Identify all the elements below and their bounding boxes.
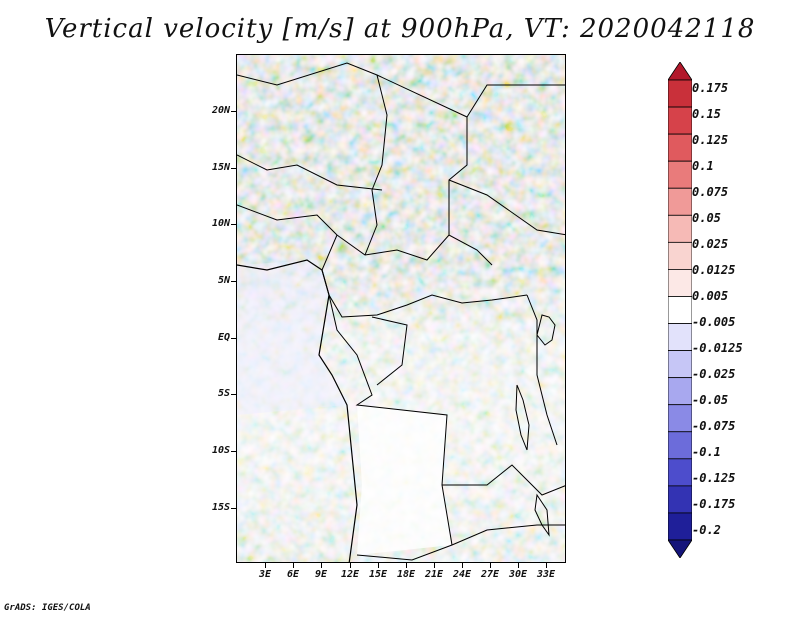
lon-label: 33E	[536, 569, 556, 580]
lat-label: 20N	[211, 105, 230, 116]
colorbar-label: -0.005	[692, 315, 736, 329]
colorbar-label: -0.025	[692, 367, 736, 381]
lon-tick	[350, 563, 351, 568]
lat-tick	[231, 111, 236, 112]
colorbar-swatch	[668, 269, 692, 297]
colorbar-label: 0.15	[692, 107, 721, 121]
lat-label: 5N	[217, 275, 230, 286]
velocity-map	[236, 54, 566, 563]
colorbar-label: -0.125	[692, 471, 736, 485]
lake-tanganyika	[515, 384, 530, 451]
colorbar-swatch	[668, 133, 692, 162]
lat-label: 15N	[211, 162, 230, 173]
lat-label: 10N	[211, 218, 230, 229]
colorbar-swatch	[668, 350, 692, 379]
colorbar-top-arrow	[668, 62, 692, 81]
colorbar-swatch	[668, 79, 692, 108]
colorbar-label: -0.1	[692, 445, 721, 459]
colorbar-swatch	[668, 512, 692, 541]
lake-victoria	[536, 314, 556, 346]
lon-label: 12E	[340, 569, 360, 580]
lon-tick	[434, 563, 435, 568]
colorbar-swatch	[668, 377, 692, 406]
colorbar-swatch	[668, 404, 692, 433]
colorbar-swatch	[668, 458, 692, 487]
colorbar-label: -0.2	[692, 523, 721, 537]
southern-quiet-region	[357, 405, 452, 555]
lat-label: 15S	[211, 502, 230, 513]
colorbar-label: 0.025	[692, 237, 729, 251]
colorbar-label: -0.0125	[692, 341, 743, 355]
colorbar-label: 0.0125	[692, 263, 736, 277]
colorbar-bottom-arrow	[668, 539, 692, 558]
software-credit: GrADS: IGES/COLA	[4, 603, 91, 613]
lon-tick	[406, 563, 407, 568]
colorbar-swatch	[668, 323, 692, 351]
colorbar-swatch	[668, 296, 692, 324]
colorbar-swatch	[668, 106, 692, 135]
colorbar-swatch	[668, 485, 692, 514]
lon-label: 24E	[452, 569, 472, 580]
lon-tick	[518, 563, 519, 568]
lon-tick	[490, 563, 491, 568]
map-field	[237, 55, 565, 562]
colorbar-label: 0.005	[692, 289, 729, 303]
lat-tick	[231, 508, 236, 509]
chart-title: Vertical velocity [m/s] at 900hPa, VT: 2…	[44, 14, 756, 44]
lon-label: 21E	[424, 569, 444, 580]
colorbar-label: 0.125	[692, 133, 729, 147]
lon-label: 18E	[396, 569, 416, 580]
lon-tick	[265, 563, 266, 568]
colorbar-swatch	[668, 241, 692, 270]
lat-tick	[231, 338, 236, 339]
lon-label: 30E	[508, 569, 528, 580]
lat-tick	[231, 168, 236, 169]
lat-tick	[231, 394, 236, 395]
lon-label: 15E	[368, 569, 388, 580]
lon-tick	[293, 563, 294, 568]
lon-tick	[321, 563, 322, 568]
lon-tick	[546, 563, 547, 568]
lon-label: 27E	[480, 569, 500, 580]
lat-tick	[231, 281, 236, 282]
colorbar-label: -0.05	[692, 393, 729, 407]
lat-label: EQ	[217, 332, 230, 343]
colorbar-swatch	[668, 160, 692, 189]
atlantic-ocean	[237, 260, 347, 415]
lat-label: 5S	[217, 388, 230, 399]
lon-label: 6E	[286, 569, 300, 580]
colorbar-label: 0.175	[692, 81, 729, 95]
colorbar-label: -0.175	[692, 497, 736, 511]
lon-label: 9E	[314, 569, 328, 580]
lon-tick	[462, 563, 463, 568]
colorbar-label: -0.075	[692, 419, 736, 433]
colorbar-label: 0.05	[692, 211, 721, 225]
colorbar-label: 0.075	[692, 185, 729, 199]
colorbar-swatch	[668, 431, 692, 460]
colorbar-swatch	[668, 187, 692, 216]
lat-tick	[231, 224, 236, 225]
colorbar	[668, 62, 692, 558]
colorbar-swatch	[668, 214, 692, 243]
coastline	[237, 259, 358, 562]
colorbar-label: 0.1	[692, 159, 714, 173]
lat-label: 10S	[211, 445, 230, 456]
lon-tick	[378, 563, 379, 568]
lat-tick	[231, 451, 236, 452]
lake-malawi	[534, 493, 550, 537]
lon-label: 3E	[258, 569, 272, 580]
